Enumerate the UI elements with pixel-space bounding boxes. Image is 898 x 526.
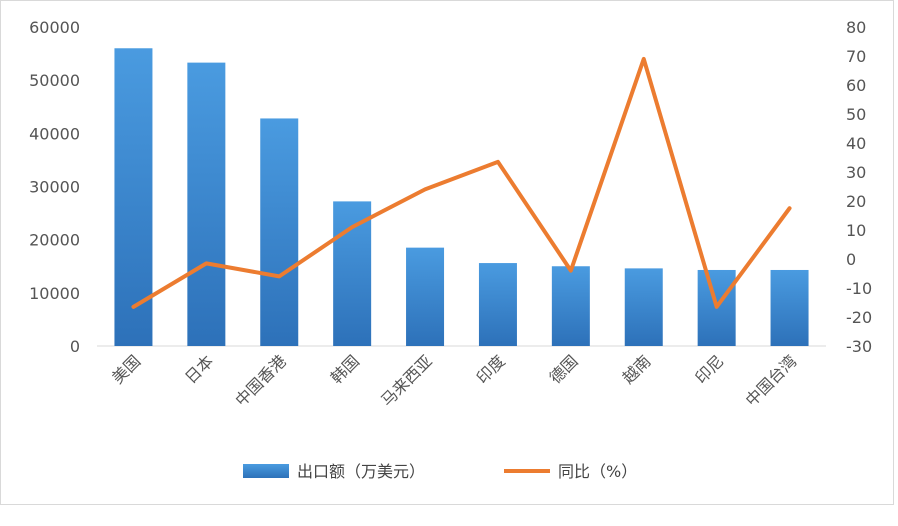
right-tick-label: -10 xyxy=(846,279,872,298)
bar xyxy=(260,118,299,347)
left-tick-label: 30000 xyxy=(29,178,80,197)
right-tick-label: 70 xyxy=(846,47,866,66)
left-tick-label: 20000 xyxy=(29,231,80,250)
legend-bar-label: 出口额（万美元） xyxy=(297,462,425,481)
bar xyxy=(770,269,809,346)
line-path xyxy=(131,56,792,309)
bar xyxy=(551,266,590,346)
legend-bar-swatch xyxy=(243,464,289,478)
right-tick-label: 0 xyxy=(846,250,856,269)
right-tick-label: 60 xyxy=(846,76,866,95)
right-tick-label: 30 xyxy=(846,163,866,182)
bar xyxy=(187,62,226,346)
bar-series xyxy=(114,48,809,347)
left-tick-label: 40000 xyxy=(29,124,80,143)
left-tick-label: 10000 xyxy=(29,284,80,303)
line-series xyxy=(131,56,792,309)
legend: 出口额（万美元） 同比（%） xyxy=(243,462,637,481)
right-tick-label: 50 xyxy=(846,105,866,124)
right-tick-label: -20 xyxy=(846,308,872,327)
left-tick-label: 60000 xyxy=(29,18,80,37)
right-tick-label: 80 xyxy=(846,18,866,37)
bar xyxy=(333,201,372,346)
bar xyxy=(114,48,153,347)
left-tick-label: 50000 xyxy=(29,71,80,90)
bar xyxy=(478,263,517,346)
right-tick-label: 40 xyxy=(846,134,866,153)
right-axis-ticks: -30 -20 -10 0 10 20 30 40 50 60 70 80 xyxy=(846,18,872,356)
right-tick-label: 10 xyxy=(846,221,866,240)
left-tick-label: 0 xyxy=(70,337,80,356)
legend-line-label: 同比（%） xyxy=(558,462,637,481)
right-tick-label: 20 xyxy=(846,192,866,211)
bar xyxy=(406,247,445,346)
right-tick-label: -30 xyxy=(846,337,872,356)
left-axis-ticks: 0 10000 20000 30000 40000 50000 60000 xyxy=(29,18,80,356)
bar xyxy=(624,268,663,346)
